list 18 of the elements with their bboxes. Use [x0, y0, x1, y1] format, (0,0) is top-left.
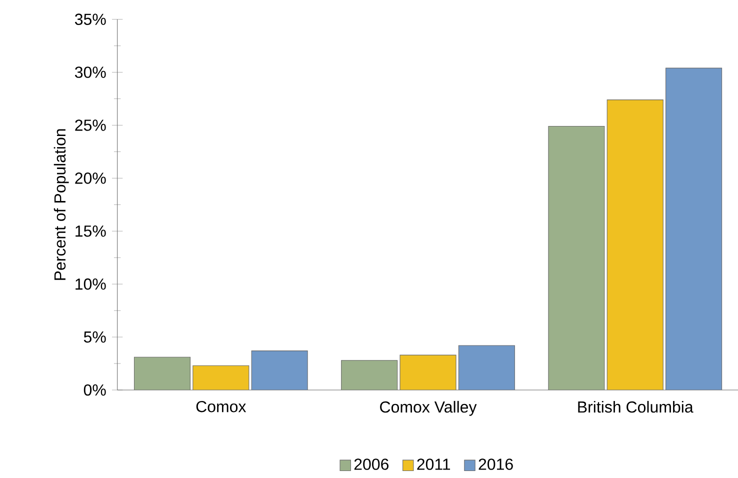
legend-label: 2006: [354, 458, 388, 470]
y-tick-label: 5%: [84, 331, 106, 343]
y-tick-label: 20%: [75, 172, 106, 184]
y-axis-title: Percent of Population: [54, 129, 69, 280]
x-tick-label: Comox Valley: [380, 400, 477, 416]
x-tick-label: British Columbia: [578, 400, 694, 413]
y-tick-label: 25%: [75, 120, 106, 131]
y-tick-label: 15%: [76, 226, 106, 237]
bar: [192, 366, 249, 390]
y-tick-label: 35%: [74, 14, 106, 25]
legend-label: 2011: [417, 458, 450, 470]
x-tick-label: Comox: [196, 400, 246, 412]
y-tick-label: 10%: [76, 278, 106, 290]
bar: [400, 355, 456, 390]
y-tick-label: 30%: [74, 66, 106, 78]
legend-label: 2016: [478, 458, 513, 470]
bar: [606, 100, 664, 390]
y-tick-label: 0%: [84, 384, 106, 396]
